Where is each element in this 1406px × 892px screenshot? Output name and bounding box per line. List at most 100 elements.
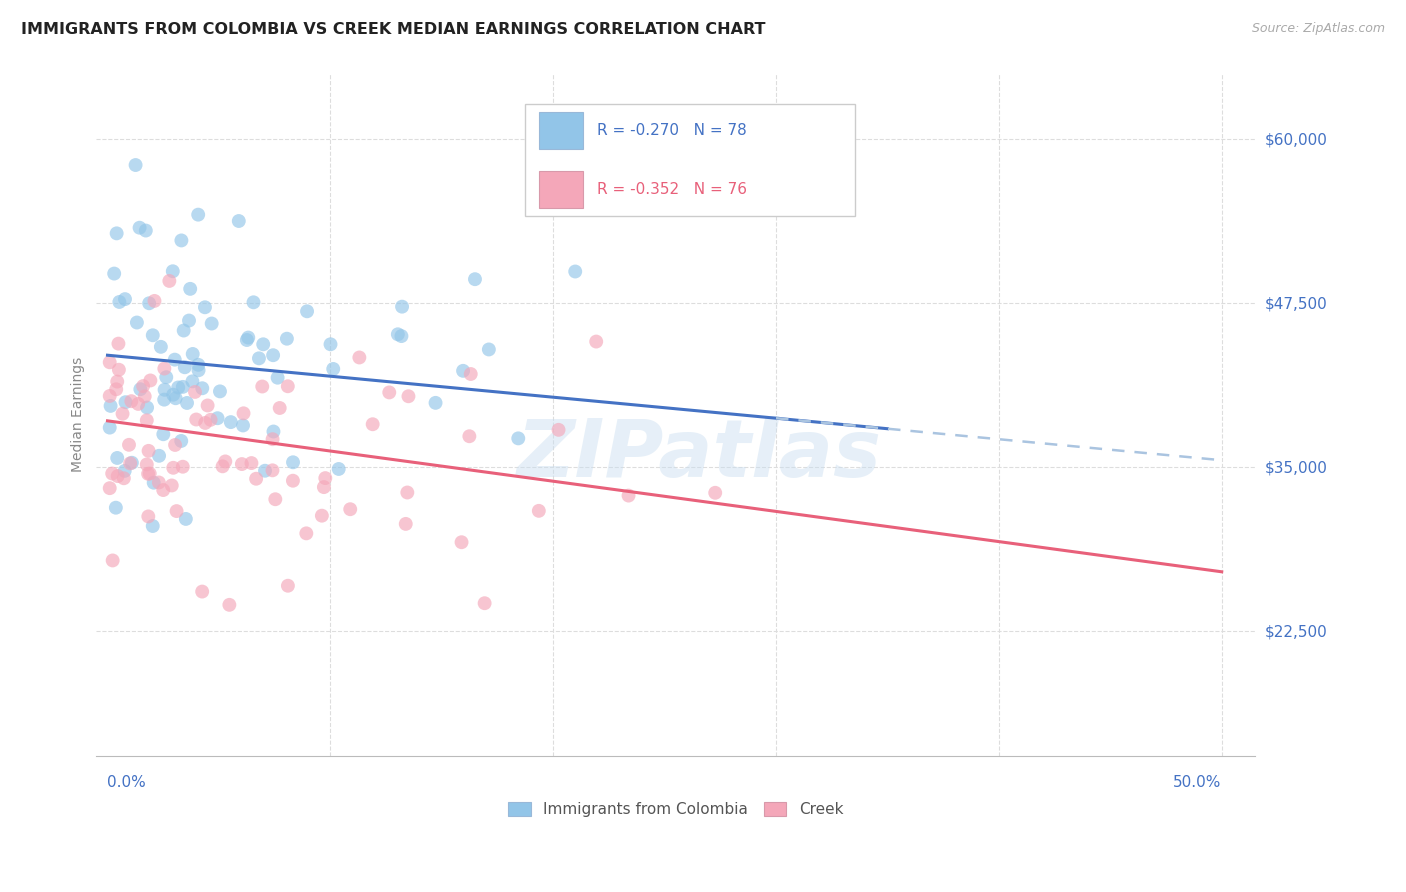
- Point: [181, 347, 204, 361]
- Point: [105, 227, 128, 241]
- Point: [464, 272, 486, 286]
- Text: ZIPatlas: ZIPatlas: [516, 417, 882, 494]
- Point: [547, 423, 569, 437]
- Text: 0.0%: 0.0%: [107, 775, 146, 790]
- Point: [176, 396, 198, 410]
- Point: [450, 535, 472, 549]
- Point: [460, 367, 482, 381]
- Point: [157, 274, 180, 288]
- Point: [177, 313, 200, 327]
- Point: [264, 492, 287, 507]
- Point: [107, 469, 129, 483]
- Point: [114, 395, 136, 409]
- Text: IMMIGRANTS FROM COLOMBIA VS CREEK MEDIAN EARNINGS CORRELATION CHART: IMMIGRANTS FROM COLOMBIA VS CREEK MEDIAN…: [21, 22, 766, 37]
- Text: 50.0%: 50.0%: [1174, 775, 1222, 790]
- Point: [155, 370, 177, 384]
- Point: [200, 413, 222, 427]
- Point: [378, 385, 401, 400]
- Point: [186, 412, 208, 426]
- Point: [262, 432, 284, 446]
- Point: [311, 508, 333, 523]
- Point: [127, 397, 149, 411]
- Point: [191, 381, 214, 395]
- Point: [704, 485, 727, 500]
- Point: [263, 425, 285, 439]
- Point: [173, 324, 195, 338]
- Point: [295, 526, 318, 541]
- Point: [135, 413, 157, 427]
- Point: [142, 328, 165, 343]
- Point: [148, 475, 170, 490]
- Point: [322, 362, 344, 376]
- Point: [163, 352, 186, 367]
- Point: [478, 343, 501, 357]
- Point: [170, 234, 193, 248]
- Point: [208, 384, 231, 399]
- Point: [262, 348, 284, 362]
- Point: [142, 519, 165, 533]
- Point: [101, 553, 124, 567]
- Point: [295, 304, 318, 318]
- Point: [187, 358, 209, 372]
- Point: [128, 220, 150, 235]
- Point: [458, 429, 481, 443]
- Point: [425, 396, 447, 410]
- Point: [252, 337, 274, 351]
- Point: [211, 459, 233, 474]
- Point: [398, 389, 420, 403]
- Point: [136, 401, 159, 415]
- Point: [105, 375, 128, 389]
- Point: [396, 485, 419, 500]
- Point: [114, 292, 136, 306]
- Point: [245, 472, 267, 486]
- Point: [328, 462, 350, 476]
- Point: [617, 489, 640, 503]
- Text: Source: ZipAtlas.com: Source: ZipAtlas.com: [1251, 22, 1385, 36]
- Point: [135, 458, 157, 472]
- Point: [98, 355, 121, 369]
- Point: [105, 450, 128, 465]
- Point: [312, 480, 335, 494]
- Point: [197, 399, 219, 413]
- Point: [277, 379, 299, 393]
- Point: [105, 382, 128, 396]
- FancyBboxPatch shape: [538, 112, 583, 150]
- Point: [219, 415, 242, 429]
- Point: [103, 267, 125, 281]
- Point: [361, 417, 384, 432]
- Point: [527, 504, 550, 518]
- Point: [132, 379, 155, 393]
- Point: [166, 504, 188, 518]
- Point: [139, 467, 162, 481]
- Point: [107, 336, 129, 351]
- Point: [108, 295, 131, 310]
- Point: [242, 295, 264, 310]
- Point: [152, 427, 174, 442]
- Point: [228, 214, 250, 228]
- Point: [136, 509, 159, 524]
- Point: [194, 416, 217, 430]
- Point: [232, 418, 254, 433]
- Point: [269, 401, 291, 415]
- Point: [101, 467, 124, 481]
- Point: [153, 392, 176, 407]
- Point: [162, 264, 184, 278]
- Point: [100, 399, 122, 413]
- Point: [142, 475, 165, 490]
- Point: [104, 500, 127, 515]
- Point: [170, 434, 193, 448]
- Point: [112, 471, 135, 485]
- Point: [281, 455, 304, 469]
- Point: [162, 460, 184, 475]
- Point: [149, 340, 172, 354]
- Point: [252, 379, 274, 393]
- Point: [165, 438, 187, 452]
- Point: [167, 380, 190, 394]
- Point: [111, 407, 134, 421]
- Text: R = -0.270   N = 78: R = -0.270 N = 78: [598, 123, 747, 138]
- Point: [254, 464, 277, 478]
- Point: [218, 598, 240, 612]
- Point: [247, 351, 270, 366]
- Point: [118, 438, 141, 452]
- Point: [162, 387, 184, 401]
